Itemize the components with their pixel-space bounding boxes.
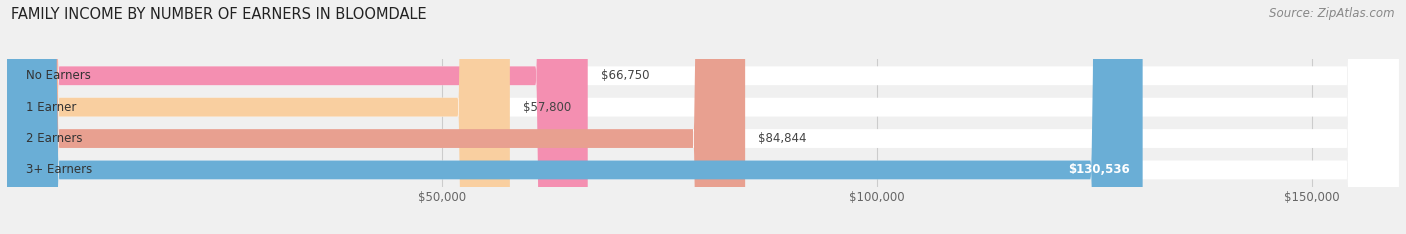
FancyBboxPatch shape bbox=[7, 0, 588, 234]
FancyBboxPatch shape bbox=[7, 0, 1143, 234]
FancyBboxPatch shape bbox=[7, 0, 1399, 234]
Text: FAMILY INCOME BY NUMBER OF EARNERS IN BLOOMDALE: FAMILY INCOME BY NUMBER OF EARNERS IN BL… bbox=[11, 7, 427, 22]
Text: No Earners: No Earners bbox=[27, 69, 91, 82]
FancyBboxPatch shape bbox=[7, 0, 1399, 234]
Text: $57,800: $57,800 bbox=[523, 101, 571, 114]
Text: 2 Earners: 2 Earners bbox=[27, 132, 83, 145]
FancyBboxPatch shape bbox=[7, 0, 1399, 234]
Text: 3+ Earners: 3+ Earners bbox=[27, 163, 93, 176]
Text: $84,844: $84,844 bbox=[758, 132, 807, 145]
Text: $66,750: $66,750 bbox=[600, 69, 650, 82]
Text: $130,536: $130,536 bbox=[1067, 163, 1129, 176]
Text: Source: ZipAtlas.com: Source: ZipAtlas.com bbox=[1270, 7, 1395, 20]
FancyBboxPatch shape bbox=[7, 0, 745, 234]
FancyBboxPatch shape bbox=[7, 0, 510, 234]
FancyBboxPatch shape bbox=[7, 0, 1399, 234]
Text: 1 Earner: 1 Earner bbox=[27, 101, 76, 114]
